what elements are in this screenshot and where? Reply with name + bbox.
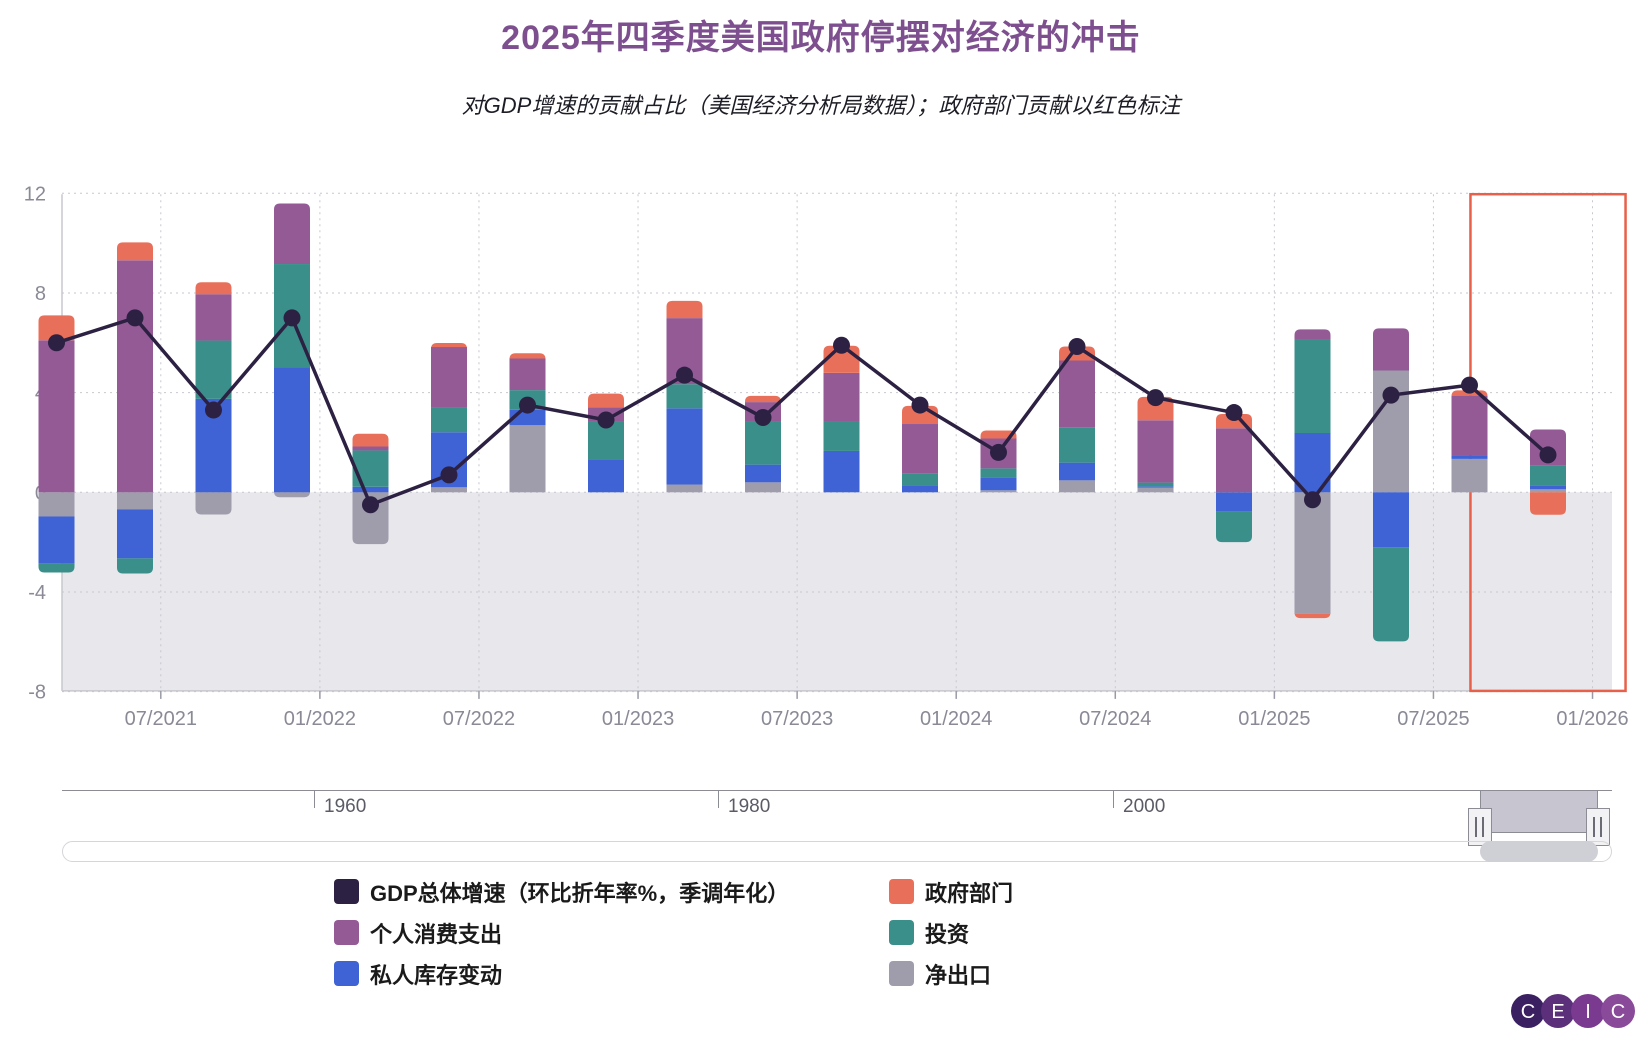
svg-text:01/2023: 01/2023 <box>602 708 674 730</box>
svg-text:-8: -8 <box>28 682 46 704</box>
svg-text:07/2025: 07/2025 <box>1397 708 1469 730</box>
svg-text:07/2021: 07/2021 <box>125 708 197 730</box>
svg-text:07/2024: 07/2024 <box>1079 708 1151 730</box>
svg-text:07/2023: 07/2023 <box>761 708 833 730</box>
svg-text:01/2024: 01/2024 <box>920 708 992 730</box>
svg-text:01/2022: 01/2022 <box>284 708 356 730</box>
svg-text:C: C <box>1611 1001 1625 1023</box>
svg-text:01/2025: 01/2025 <box>1238 708 1310 730</box>
svg-text:01/2026: 01/2026 <box>1556 708 1628 730</box>
svg-text:I: I <box>1585 1001 1591 1023</box>
svg-text:E: E <box>1551 1001 1564 1023</box>
svg-text:07/2022: 07/2022 <box>443 708 515 730</box>
svg-text:8: 8 <box>35 283 46 305</box>
svg-text:-4: -4 <box>28 582 46 604</box>
svg-text:C: C <box>1521 1001 1535 1023</box>
svg-text:12: 12 <box>24 183 46 205</box>
